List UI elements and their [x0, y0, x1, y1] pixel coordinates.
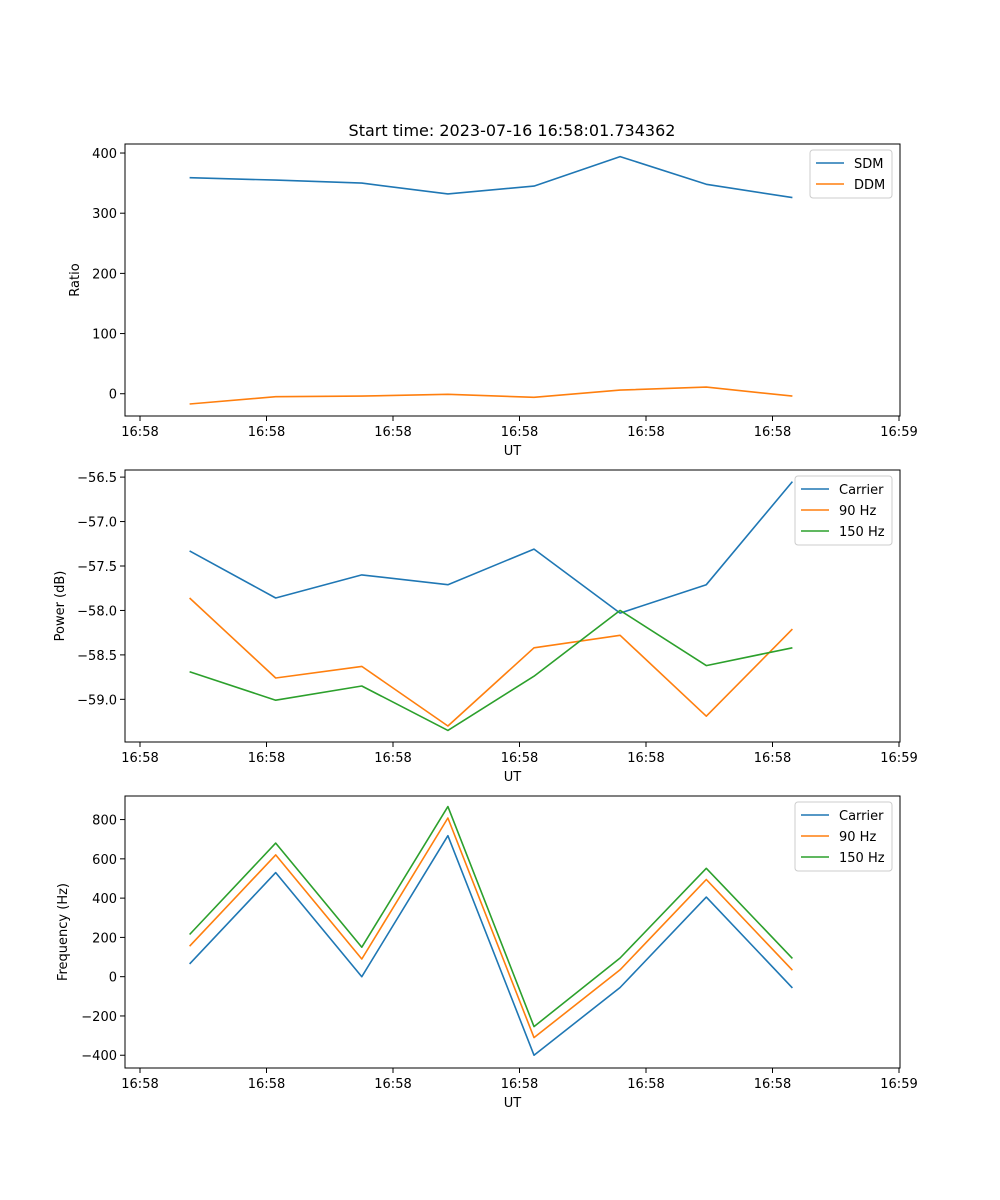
y-tick-label: −58.0 — [77, 604, 117, 619]
legend-label: SDM — [854, 157, 883, 172]
legend-label: 150 Hz — [839, 525, 885, 540]
y-tick-label: 0 — [109, 971, 117, 986]
y-tick-label: −56.5 — [77, 471, 117, 486]
y-tick-label: 0 — [109, 388, 117, 403]
legend-box — [809, 149, 893, 199]
x-tick-label: 16:58 — [374, 751, 411, 766]
y-axis-label: Ratio — [68, 263, 83, 296]
series-line-ddm — [189, 386, 793, 405]
y-tick-label: −57.5 — [77, 560, 117, 575]
x-tick-label: 16:59 — [880, 1077, 917, 1092]
y-tick-label: −57.0 — [77, 516, 117, 531]
legend-label: 90 Hz — [839, 830, 876, 845]
x-tick-label: 16:58 — [248, 751, 285, 766]
legend-label: Carrier — [839, 809, 884, 824]
x-tick-label: 16:58 — [121, 751, 158, 766]
y-tick-label: 400 — [92, 892, 117, 907]
series-line-carrier — [189, 834, 793, 1056]
y-tick-label: −59.0 — [77, 693, 117, 708]
legend-label: 90 Hz — [839, 504, 876, 519]
y-tick-label: 100 — [92, 328, 117, 343]
series-line-150-hz — [189, 805, 793, 1028]
panels: 16:58 16:58 16:58 16:58 16:58 16:58 16:59 0 100 2… — [53, 143, 918, 1111]
y-tick-label: 800 — [92, 814, 117, 829]
series-line-90-hz — [189, 817, 793, 1039]
axes-frame — [124, 143, 901, 417]
x-axis-label: UT — [504, 444, 522, 459]
legend-box — [794, 801, 893, 872]
x-tick-label: 16:59 — [880, 425, 917, 440]
legend: Carrier 90 Hz 150 Hz — [794, 475, 893, 546]
x-tick-label: 16:58 — [501, 1077, 538, 1092]
x-tick-label: 16:58 — [754, 425, 791, 440]
series-line-sdm — [189, 155, 793, 199]
x-tick-label: 16:58 — [501, 751, 538, 766]
x-tick-label: 16:58 — [754, 751, 791, 766]
series-line-90-hz — [189, 597, 793, 727]
y-tick-label: 200 — [92, 931, 117, 946]
legend-box — [794, 475, 893, 546]
series-lines — [189, 481, 794, 732]
x-tick-label: 16:58 — [121, 425, 158, 440]
x-tick-label: 16:58 — [248, 1077, 285, 1092]
x-tick-label: 16:58 — [374, 425, 411, 440]
y-tick-label: 200 — [92, 267, 117, 282]
y-tick-label: −400 — [81, 1049, 117, 1064]
chart-panel-3: 16:58 16:58 16:58 16:58 16:58 16:58 16:59 800 60… — [56, 795, 918, 1111]
x-tick-label: 16:58 — [627, 425, 664, 440]
chart-panel-1: 16:58 16:58 16:58 16:58 16:58 16:58 16:59 0 100 2… — [68, 143, 918, 459]
x-axis-label: UT — [504, 770, 522, 785]
axes-frame — [124, 469, 901, 743]
series-line-carrier — [189, 481, 794, 614]
y-tick-label: −200 — [81, 1010, 117, 1025]
series-lines — [189, 805, 793, 1056]
x-tick-label: 16:58 — [248, 425, 285, 440]
x-tick-label: 16:58 — [627, 751, 664, 766]
x-tick-label: 16:59 — [880, 751, 917, 766]
legend: Carrier 90 Hz 150 Hz — [794, 801, 893, 872]
x-tick-label: 16:58 — [627, 1077, 664, 1092]
legend-label: 150 Hz — [839, 851, 885, 866]
series-lines — [189, 155, 793, 405]
x-tick-label: 16:58 — [121, 1077, 158, 1092]
x-axis-label: UT — [504, 1096, 522, 1111]
y-axis-label: Frequency (Hz) — [56, 883, 71, 981]
chart-panel-2: 16:58 16:58 16:58 16:58 16:58 16:58 16:59 −56.5… — [53, 469, 918, 785]
x-tick-label: 16:58 — [754, 1077, 791, 1092]
y-tick-label: 600 — [92, 853, 117, 868]
y-tick-label: 400 — [92, 147, 117, 162]
figure-title: Start time: 2023-07-16 16:58:01.734362 — [349, 121, 676, 140]
x-tick-label: 16:58 — [374, 1077, 411, 1092]
legend-label: DDM — [854, 178, 885, 193]
axes-frame — [124, 795, 901, 1069]
legend: SDM DDM — [809, 149, 893, 199]
y-axis-label: Power (dB) — [53, 571, 68, 642]
series-line-150-hz — [189, 609, 793, 732]
x-tick-label: 16:58 — [501, 425, 538, 440]
y-tick-label: −58.5 — [77, 649, 117, 664]
legend-label: Carrier — [839, 483, 884, 498]
y-tick-label: 300 — [92, 207, 117, 222]
